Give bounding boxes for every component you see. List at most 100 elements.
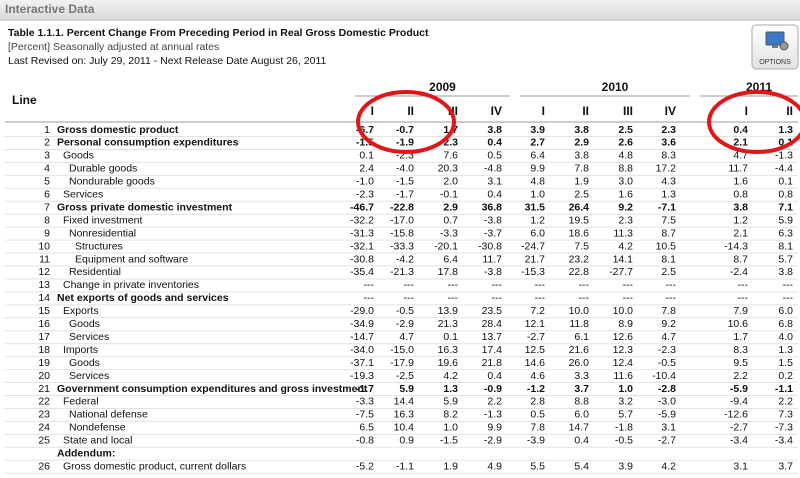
cell-value: 5.4 (574, 460, 589, 472)
cell-value: 4.9 (487, 460, 502, 472)
cell-value: -0.1 (440, 189, 458, 201)
cell-value: 31.5 (525, 201, 546, 213)
row-label: Gross domestic product, current dollars (63, 460, 246, 472)
row-label: Personal consumption expenditures (57, 137, 239, 149)
cell-value: --- (738, 292, 749, 304)
cell-value: 0.8 (778, 189, 793, 201)
cell-value: 1.9 (574, 176, 589, 188)
cell-value: 8.9 (618, 318, 633, 330)
cell-value: --- (404, 279, 415, 291)
cell-value: 12.6 (613, 331, 634, 343)
line-number: 4 (44, 163, 50, 175)
cell-value: -1.7 (396, 189, 414, 201)
line-number: 14 (38, 292, 50, 304)
cell-value: 12.1 (525, 318, 546, 330)
cell-value: 6.1 (574, 331, 589, 343)
row-label: Nondurable goods (69, 176, 155, 188)
cell-value: 10.6 (728, 318, 749, 330)
quarter-header: I (745, 104, 748, 118)
cell-value: 0.8 (733, 189, 748, 201)
cell-value: --- (448, 292, 459, 304)
cell-value: -7.5 (356, 409, 374, 421)
quarter-header: I (371, 104, 374, 118)
row-label: Services (69, 331, 109, 343)
cell-value: -5.9 (658, 409, 676, 421)
cell-value: -17.9 (390, 357, 414, 369)
row-label: Gross domestic product (57, 124, 179, 136)
cell-value: 2.5 (661, 266, 676, 278)
cell-value: 3.8 (574, 124, 589, 136)
options-button[interactable]: OPTIONS (751, 24, 799, 70)
cell-value: 3.8 (574, 150, 589, 162)
cell-value: --- (579, 292, 590, 304)
line-number: 24 (38, 422, 50, 434)
cell-value: 2.9 (443, 201, 458, 213)
cell-value: -3.3 (440, 227, 458, 239)
cell-value: --- (783, 279, 794, 291)
cell-value: -1.2 (527, 383, 545, 395)
cell-value: -4.4 (775, 163, 793, 175)
options-icon-gear (779, 41, 789, 51)
highlight-circle (356, 90, 456, 154)
cell-value: 0.2 (778, 370, 793, 382)
cell-value: 5.9 (443, 396, 458, 408)
cell-value: -1.5 (396, 176, 414, 188)
cell-value: -30.8 (478, 240, 502, 252)
line-number: 10 (38, 240, 50, 252)
cell-value: 9.9 (487, 422, 502, 434)
cell-value: 5.7 (778, 253, 793, 265)
cell-value: 2.5 (618, 124, 633, 136)
options-label[interactable]: OPTIONS (759, 59, 791, 66)
cell-value: 11.7 (482, 253, 502, 265)
cell-value: 3.3 (574, 370, 589, 382)
cell-value: 12.4 (613, 357, 634, 369)
cell-value: -15.3 (521, 266, 545, 278)
cell-value: --- (579, 279, 590, 291)
cell-value: -15.8 (390, 227, 414, 239)
cell-value: 21.8 (482, 357, 503, 369)
cell-value: 19.5 (569, 214, 590, 226)
cell-value: -2.4 (730, 266, 748, 278)
cell-value: --- (492, 279, 503, 291)
cell-value: -30.8 (350, 253, 374, 265)
cell-value: --- (535, 279, 546, 291)
cell-value: -32.1 (350, 240, 374, 252)
cell-value: 3.1 (661, 422, 676, 434)
cell-value: -27.7 (609, 266, 633, 278)
cell-value: -5.2 (356, 460, 374, 472)
cell-value: 4.7 (661, 331, 676, 343)
cell-value: 3.6 (661, 137, 676, 149)
cell-value: 3.9 (530, 124, 545, 136)
cell-value: -0.9 (484, 383, 502, 395)
cell-value: 2.5 (574, 189, 589, 201)
cell-value: 3.1 (487, 176, 502, 188)
cell-value: -2.3 (658, 344, 676, 356)
cell-value: 6.5 (359, 422, 374, 434)
cell-value: 1.0 (443, 422, 458, 434)
cell-value: -29.0 (350, 305, 374, 317)
cell-value: 3.8 (778, 266, 793, 278)
cell-value: 13.9 (438, 305, 459, 317)
cell-value: 0.9 (399, 435, 414, 447)
cell-value: 4.7 (399, 331, 414, 343)
cell-value: -34.0 (350, 344, 374, 356)
cell-value: 4.6 (530, 370, 545, 382)
cell-value: 6.4 (530, 150, 545, 162)
cell-value: -0.7 (396, 124, 414, 136)
table-title: Table 1.1.1. Percent Change From Precedi… (8, 27, 429, 39)
cell-value: --- (364, 292, 375, 304)
cell-value: 0.4 (487, 137, 502, 149)
cell-value: 8.7 (661, 227, 676, 239)
cell-value: 10.4 (394, 422, 415, 434)
cell-value: 9.9 (530, 163, 545, 175)
top-bar-title: Interactive Data (5, 2, 95, 16)
cell-value: 36.8 (482, 201, 503, 213)
cell-value: 5.7 (618, 409, 633, 421)
line-number: 2 (44, 137, 50, 149)
cell-value: 0.5 (530, 409, 545, 421)
cell-value: 1.6 (618, 189, 633, 201)
cell-value: --- (666, 279, 677, 291)
cell-value: -15.0 (390, 344, 414, 356)
cell-value: -20.1 (434, 240, 458, 252)
